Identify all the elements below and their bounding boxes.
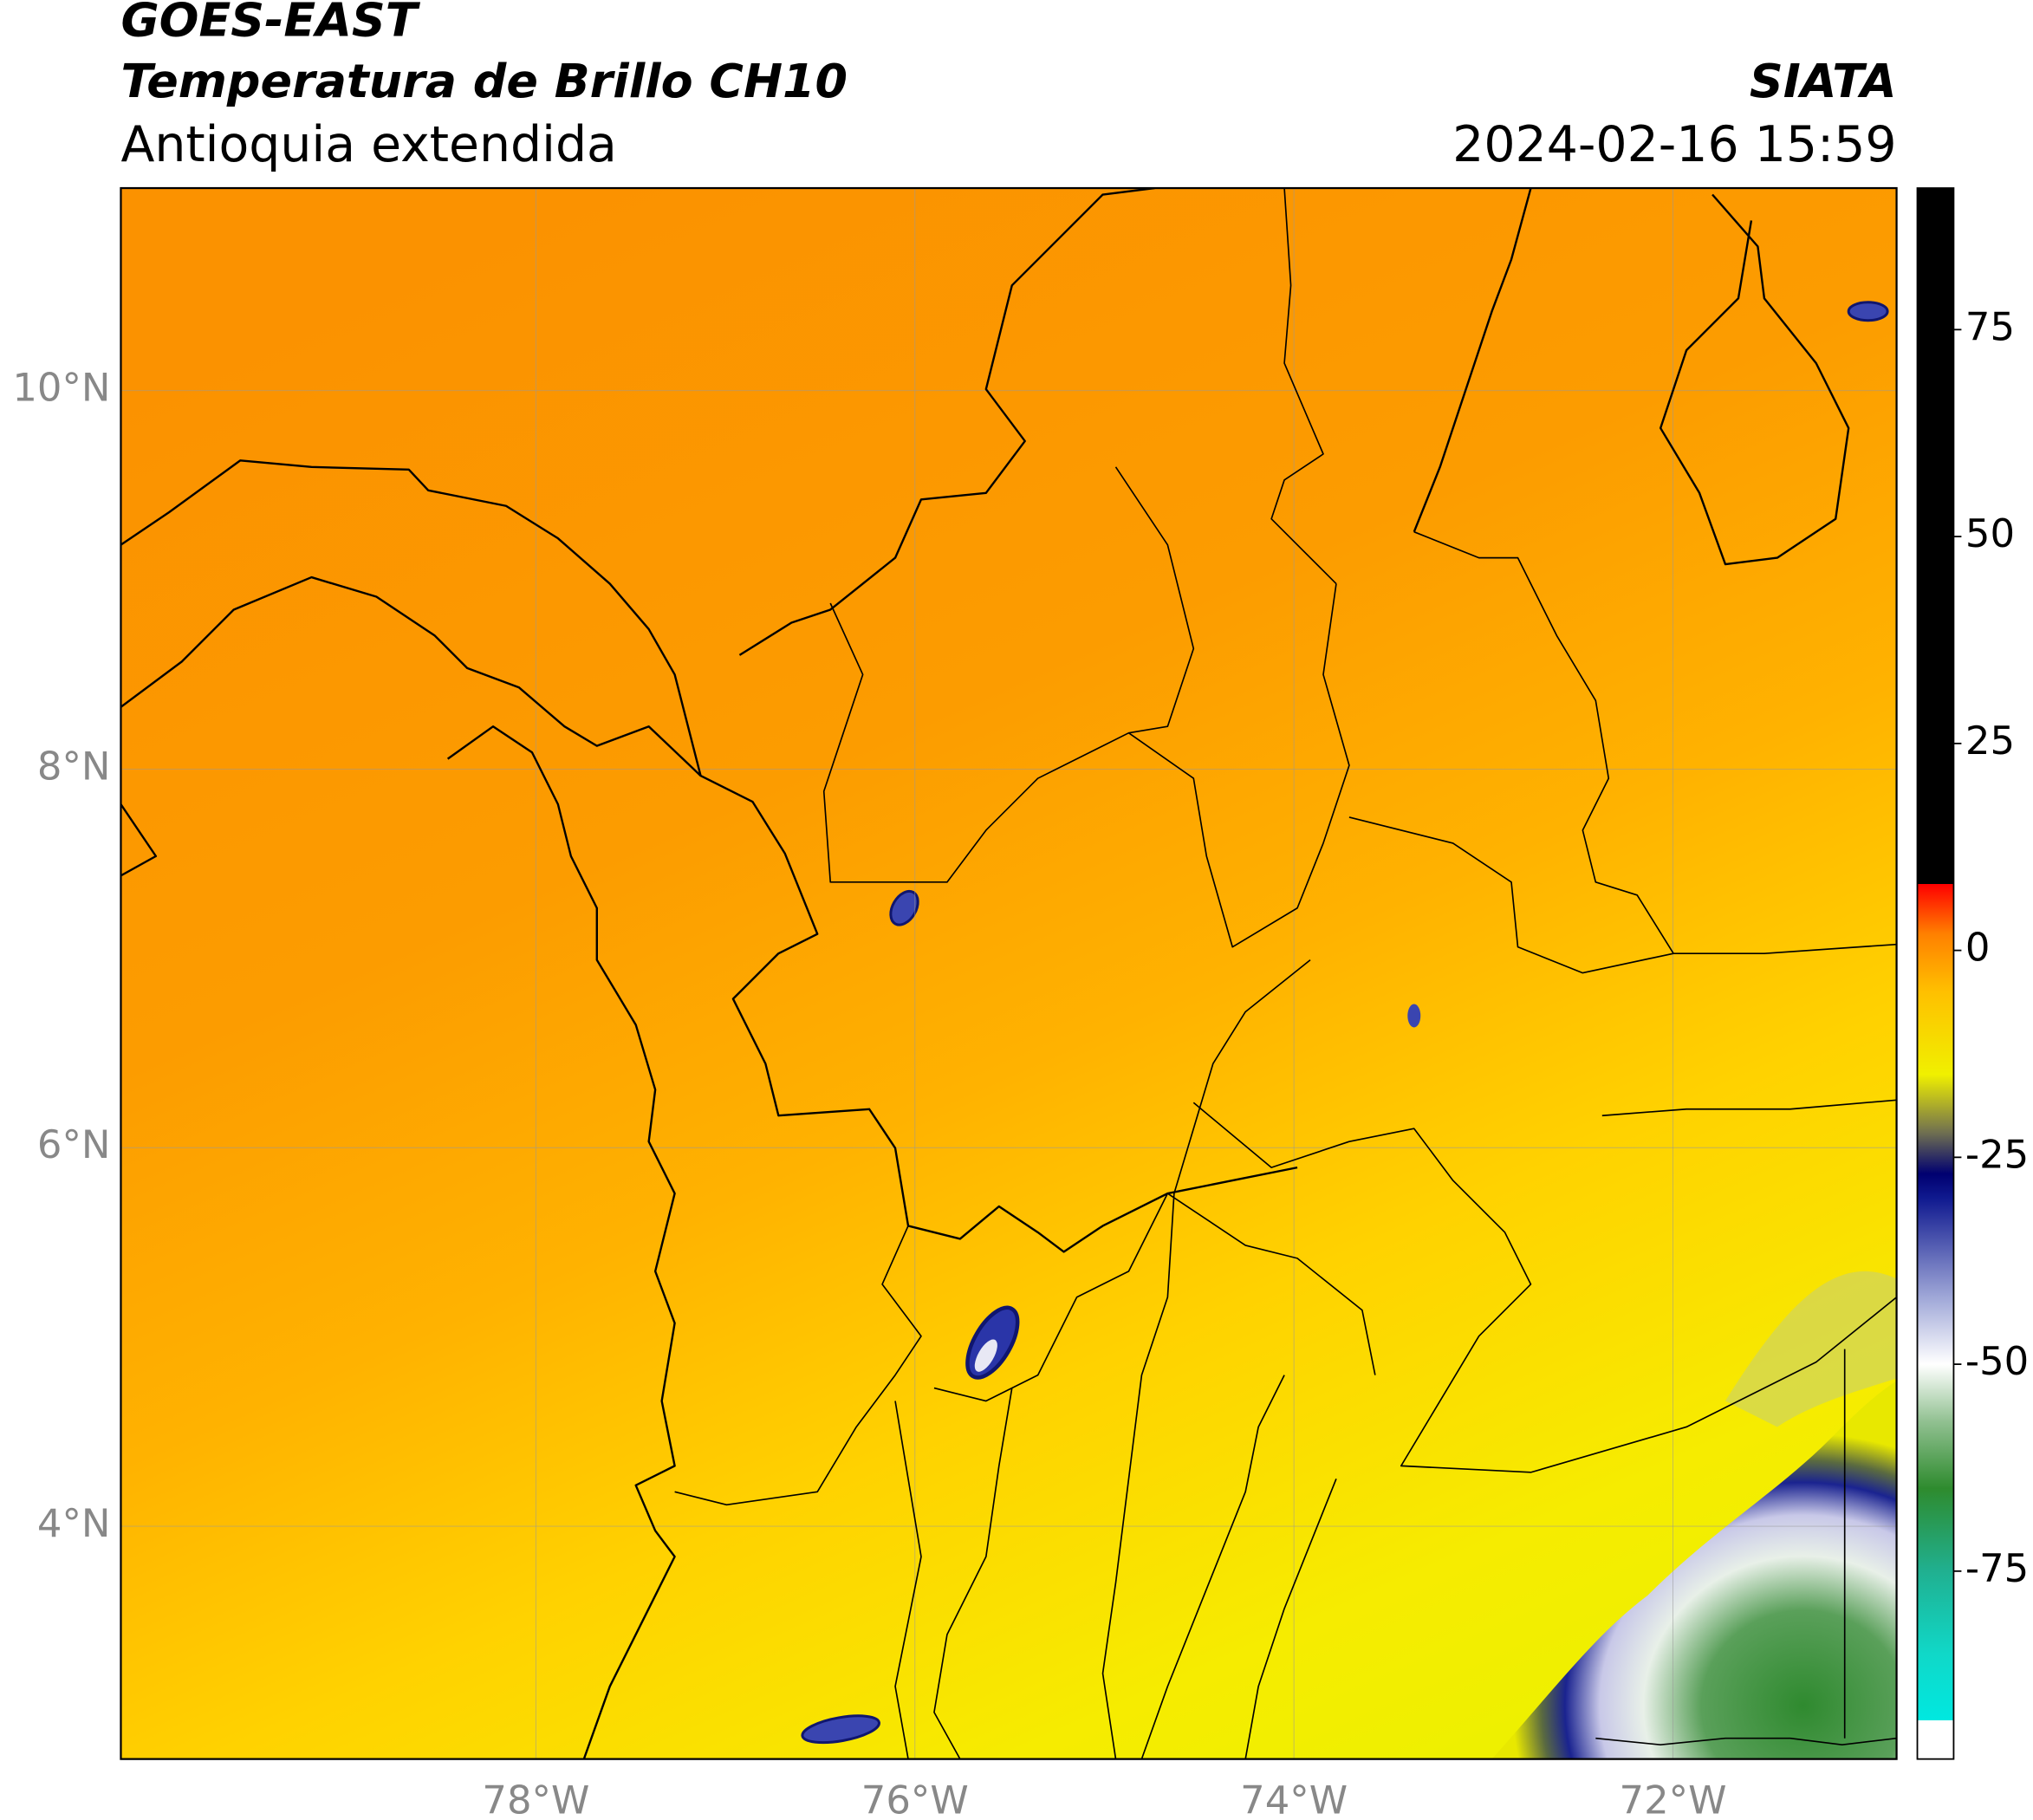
colorbar-tick-label: 75 xyxy=(1965,303,2015,349)
y-tick-label: 4°N xyxy=(37,1500,111,1546)
cold-cloud-region xyxy=(1491,1381,1897,1759)
colorbar-tick-label: 50 xyxy=(1965,510,2015,556)
colorbar-tick-label: -50 xyxy=(1965,1338,2029,1384)
x-tick-label: 72°W xyxy=(1620,1778,1727,1820)
source-label: SIATA xyxy=(1750,54,1897,108)
colorbar-tick-label: -75 xyxy=(1965,1545,2029,1591)
datetime-label: 2024-02-16 15:59 xyxy=(1452,116,1896,173)
y-tick-label: 6°N xyxy=(37,1121,111,1167)
y-tick-label: 8°N xyxy=(37,743,111,789)
x-tick-label: 74°W xyxy=(1240,1778,1348,1820)
axes: 78°W 76°W 74°W 72°W 4°N 6°N 8°N 10°N -75 -50 -25 0 2… xyxy=(12,303,2029,1820)
x-tick-label: 78°W xyxy=(482,1778,589,1820)
region-subtitle: Antioquia extendida xyxy=(120,116,616,173)
brightness-field xyxy=(120,188,1897,1759)
y-tick-label: 10°N xyxy=(12,365,110,411)
map-area xyxy=(120,188,1897,1759)
x-tick-label: 76°W xyxy=(861,1778,969,1820)
colorbar-tick-label: 0 xyxy=(1965,925,1991,971)
convective-cell xyxy=(889,889,919,926)
cloud-edge xyxy=(1724,1271,1897,1427)
convective-core xyxy=(974,1339,997,1372)
convective-cell xyxy=(1847,301,1889,322)
product-title: Temperatura de Brillo CH10 xyxy=(120,54,848,108)
satellite-title: GOES-EAST xyxy=(120,0,420,48)
grid xyxy=(120,188,1897,1759)
map-frame xyxy=(120,186,1898,1760)
convective-cell xyxy=(1407,1004,1421,1028)
boundaries xyxy=(120,188,1897,1759)
colorbar-tick-label: -25 xyxy=(1965,1131,2029,1177)
colorbar xyxy=(1916,187,1955,1760)
convective-cell xyxy=(801,1714,880,1745)
colorbar-tick-label: 25 xyxy=(1965,718,2015,764)
